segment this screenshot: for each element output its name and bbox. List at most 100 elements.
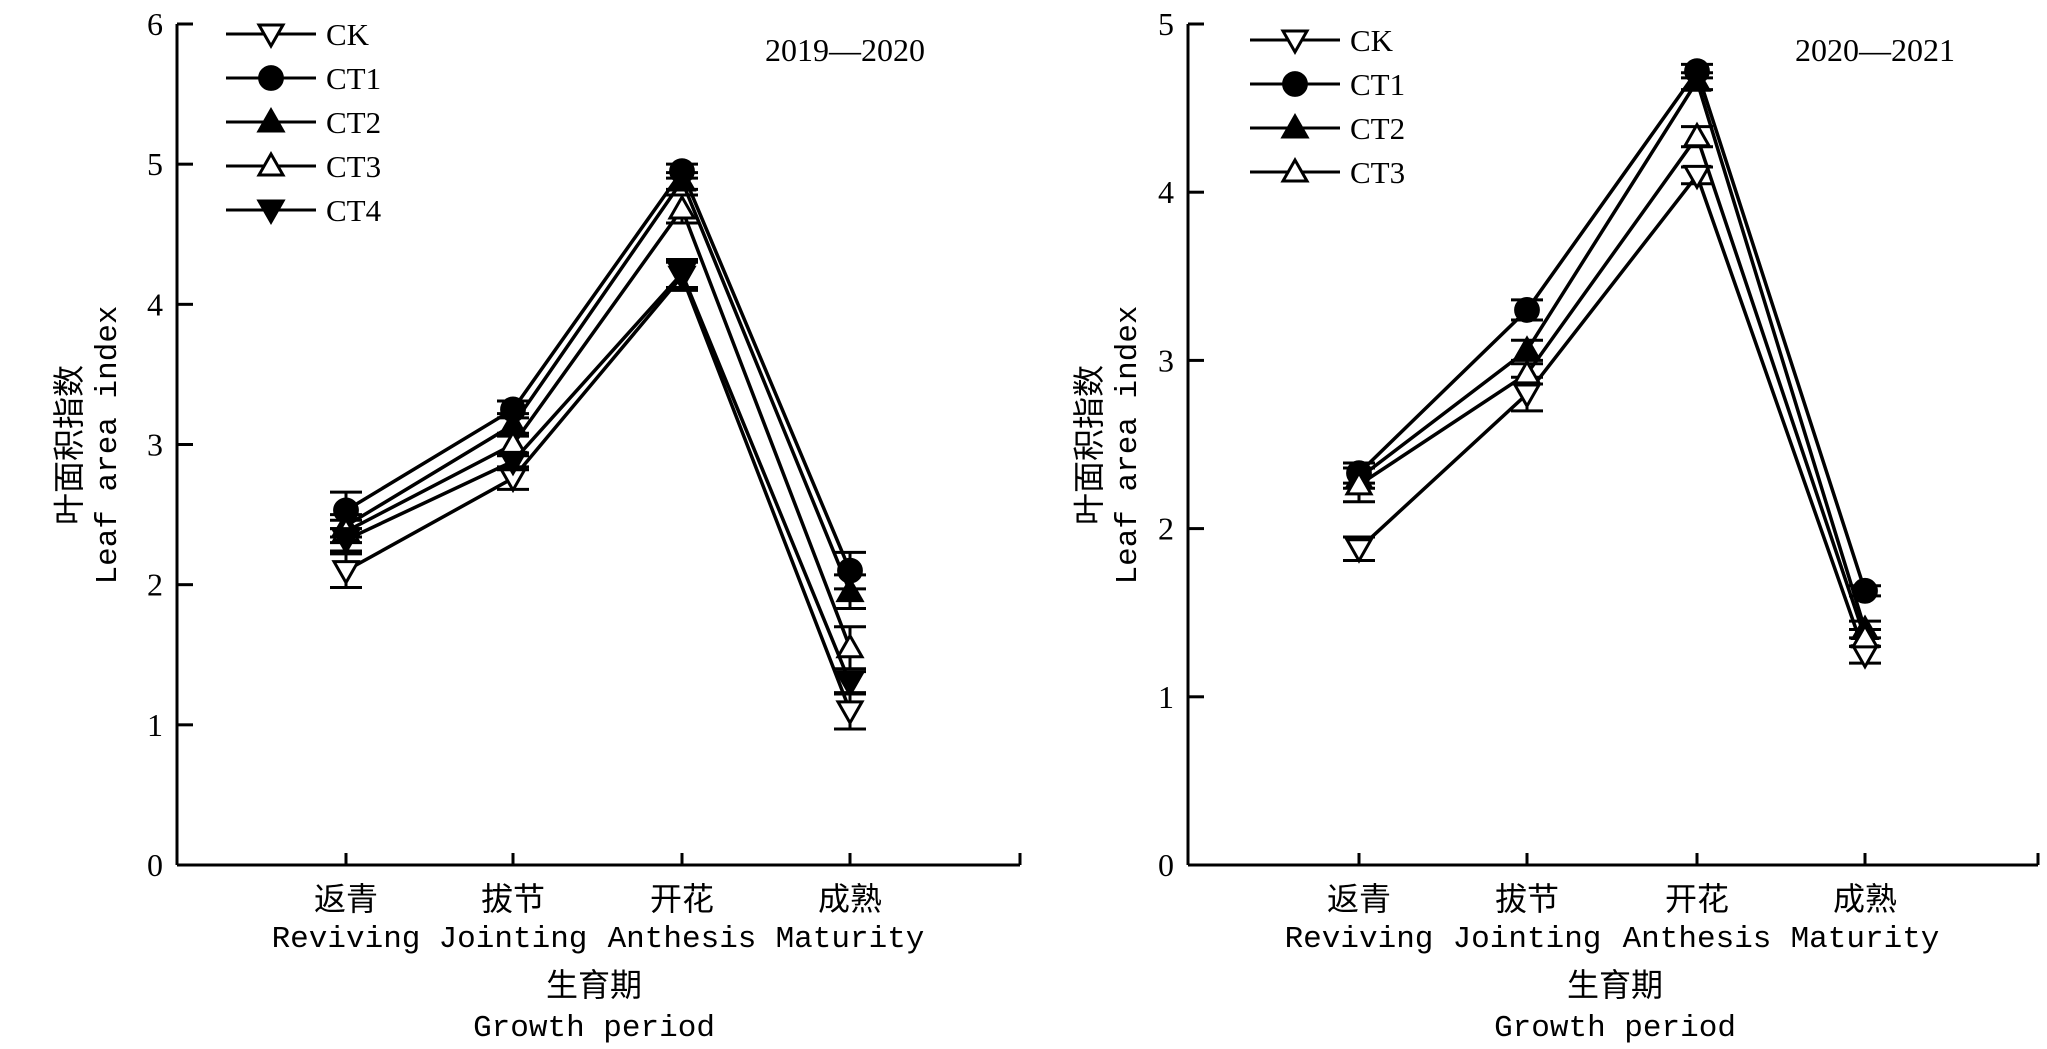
y-axis-title: Leaf area index bbox=[91, 305, 126, 584]
legend: CK CT1 CT2 CT3 CT4 bbox=[226, 17, 382, 228]
chart-panel-2020-2021: 0 1 2 3 4 5 返青 Reviving 拔节 Jointing 开花 Anthesis 成熟 Ma… bbox=[1070, 6, 2040, 1046]
series-ct3 bbox=[1343, 121, 1881, 649]
x-axis-title-zh: 生育期 bbox=[1567, 966, 1663, 1004]
legend-label: CT1 bbox=[326, 61, 381, 96]
x-tick-label: Anthesis bbox=[608, 922, 757, 957]
legend-item-ct3: CT3 bbox=[226, 149, 381, 184]
legend-marker-ck bbox=[1280, 29, 1310, 56]
legend-marker-ct3 bbox=[256, 150, 286, 177]
series-ct1 bbox=[1343, 58, 1881, 604]
data-point-ct2 bbox=[1682, 66, 1712, 92]
y-tick-label: 5 bbox=[147, 146, 163, 182]
legend-label: CK bbox=[326, 17, 370, 52]
x-tick-label: Jointing bbox=[1453, 922, 1602, 957]
series-ct2 bbox=[1343, 66, 1881, 641]
legend-item-ct3: CT3 bbox=[1250, 155, 1405, 190]
y-tick-label: 0 bbox=[147, 847, 163, 883]
legend-label: CT2 bbox=[1350, 111, 1405, 146]
data-point-ct3 bbox=[1850, 622, 1880, 649]
legend-item-ck: CK bbox=[1250, 23, 1394, 58]
data-point-ct2 bbox=[835, 576, 865, 603]
data-point-ck bbox=[1344, 538, 1374, 564]
data-point-ck bbox=[331, 560, 361, 586]
legend-marker-ct3 bbox=[1280, 156, 1310, 183]
axes: 0 1 2 3 4 5 6 返青 Reviving 拔节 Jointing 开花 Anthesis 成熟 M… bbox=[147, 6, 1022, 957]
series-line-ct2 bbox=[1357, 77, 1867, 631]
data-point-ct3 bbox=[835, 632, 865, 659]
y-tick-label: 2 bbox=[147, 567, 163, 603]
x-tick-label-zh: 开花 bbox=[1665, 880, 1729, 918]
series-line-ct1 bbox=[1357, 67, 1867, 592]
legend-item-ct1: CT1 bbox=[226, 61, 381, 96]
data-point-ck bbox=[1682, 164, 1712, 191]
x-axis-title: Growth period bbox=[473, 1011, 715, 1046]
series-ck bbox=[330, 260, 866, 731]
x-tick-label: Anthesis bbox=[1623, 922, 1772, 957]
series-ct4 bbox=[330, 257, 866, 698]
legend-marker-ct1 bbox=[1282, 71, 1308, 97]
x-tick-label-zh: 开花 bbox=[650, 880, 714, 918]
y-tick-label: 5 bbox=[1158, 6, 1174, 42]
chart-title: 2020—2021 bbox=[1795, 32, 1955, 68]
data-point-ct4 bbox=[667, 262, 697, 289]
legend-label: CT3 bbox=[1350, 155, 1405, 190]
legend-label: CT4 bbox=[326, 193, 382, 228]
x-tick-label-zh: 拔节 bbox=[1495, 880, 1559, 918]
data-point-ct4 bbox=[835, 672, 865, 698]
y-axis-title-zh: 叶面积指数 bbox=[50, 365, 88, 525]
data-point-ck bbox=[835, 700, 865, 726]
legend-label: CT3 bbox=[326, 149, 381, 184]
legend-marker-ct2 bbox=[1280, 112, 1310, 139]
x-tick-label-zh: 成熟 bbox=[818, 880, 882, 918]
x-tick-label: Reviving bbox=[272, 922, 421, 957]
x-tick-label: Reviving bbox=[1285, 922, 1434, 957]
chart-title: 2019—2020 bbox=[765, 32, 925, 68]
x-tick-label-zh: 成熟 bbox=[1833, 880, 1897, 918]
x-tick-label: Jointing bbox=[439, 922, 588, 957]
legend-marker-ct1 bbox=[258, 65, 284, 91]
legend-item-ct4: CT4 bbox=[226, 193, 382, 228]
series-layer bbox=[330, 158, 866, 731]
y-tick-label: 2 bbox=[1158, 511, 1174, 547]
chart-panel-2019-2020: 0 1 2 3 4 5 6 返青 Reviving 拔节 Jointing 开花 Anthesis 成熟 M… bbox=[50, 6, 1022, 1046]
y-tick-label: 3 bbox=[1158, 342, 1174, 378]
data-point-ct3 bbox=[1512, 358, 1542, 385]
data-point-ct1 bbox=[1514, 297, 1540, 323]
series-line-ck bbox=[345, 272, 852, 712]
legend-label: CK bbox=[1350, 23, 1394, 58]
legend-marker-ck bbox=[256, 23, 286, 50]
series-line-ck bbox=[1357, 171, 1867, 656]
series-layer bbox=[1343, 58, 1881, 670]
axes: 0 1 2 3 4 5 返青 Reviving 拔节 Jointing 开花 Anthesis 成熟 Ma… bbox=[1158, 6, 2040, 957]
series-line-ct1 bbox=[345, 167, 852, 572]
legend-label: CT2 bbox=[326, 105, 381, 140]
legend-item-ck: CK bbox=[226, 17, 370, 52]
data-point-ct2 bbox=[667, 165, 697, 192]
data-point-ct3 bbox=[1682, 121, 1712, 148]
y-tick-label: 0 bbox=[1158, 847, 1174, 883]
series-ck bbox=[1343, 164, 1881, 670]
y-tick-label: 1 bbox=[147, 707, 163, 743]
legend-label: CT1 bbox=[1350, 67, 1405, 102]
y-axis-title-zh: 叶面积指数 bbox=[1070, 365, 1108, 525]
x-tick-label-zh: 返青 bbox=[1327, 880, 1391, 918]
x-tick-label: Maturity bbox=[776, 922, 925, 957]
legend-marker-ct4 bbox=[256, 199, 286, 226]
series-line-ct3 bbox=[345, 205, 852, 649]
series-line-ct2 bbox=[345, 177, 852, 593]
legend-item-ct1: CT1 bbox=[1250, 67, 1405, 102]
legend-item-ct2: CT2 bbox=[226, 105, 381, 140]
data-point-ct3 bbox=[667, 193, 697, 220]
legend-marker-ct2 bbox=[256, 106, 286, 133]
series-line-ct3 bbox=[1358, 132, 1867, 639]
y-tick-label: 6 bbox=[147, 6, 163, 42]
legend: CK CT1 CT2 CT3 bbox=[1250, 23, 1405, 190]
data-point-ct4 bbox=[498, 450, 528, 477]
x-axis-title-zh: 生育期 bbox=[546, 966, 642, 1004]
data-point-ct3 bbox=[1344, 469, 1374, 496]
y-tick-label: 4 bbox=[147, 286, 163, 322]
y-axis-title: Leaf area index bbox=[1111, 305, 1146, 584]
y-tick-label: 4 bbox=[1158, 174, 1174, 210]
data-point-ct4 bbox=[331, 529, 361, 555]
